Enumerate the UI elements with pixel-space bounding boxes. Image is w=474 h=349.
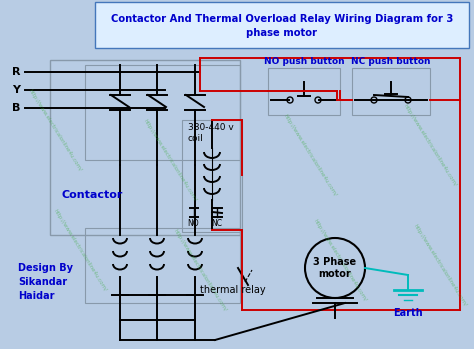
Text: Contactor And Thermal Overload Relay Wiring Diagram for 3
phase motor: Contactor And Thermal Overload Relay Wir… bbox=[111, 14, 453, 38]
Bar bbox=[50, 60, 240, 235]
Text: Y: Y bbox=[12, 85, 20, 95]
Text: NC push button: NC push button bbox=[351, 58, 431, 67]
Text: NO: NO bbox=[187, 218, 199, 228]
Bar bbox=[352, 68, 430, 115]
Text: http://www.electricalonline4u.com/: http://www.electricalonline4u.com/ bbox=[53, 208, 108, 292]
Text: http://www.electricalonline4u.com/: http://www.electricalonline4u.com/ bbox=[402, 103, 457, 187]
Bar bbox=[85, 65, 240, 160]
Text: http://www.electricalonline4u.com/: http://www.electricalonline4u.com/ bbox=[283, 113, 337, 197]
Text: 380-440 v
coil: 380-440 v coil bbox=[188, 123, 234, 143]
Text: R: R bbox=[12, 67, 20, 77]
Bar bbox=[95, 2, 469, 48]
Text: http://www.electricalonline4u.com/: http://www.electricalonline4u.com/ bbox=[173, 228, 228, 312]
Text: 3 Phase
motor: 3 Phase motor bbox=[313, 257, 356, 279]
Text: http://www.electricalonline4u.com/: http://www.electricalonline4u.com/ bbox=[27, 88, 82, 172]
Text: B: B bbox=[12, 103, 20, 113]
Text: NC: NC bbox=[211, 218, 222, 228]
Text: Contactor: Contactor bbox=[62, 190, 123, 200]
Text: Design By
Sikandar
Haidar: Design By Sikandar Haidar bbox=[18, 263, 73, 301]
Bar bbox=[182, 120, 242, 232]
Text: thermal relay: thermal relay bbox=[200, 285, 265, 295]
Text: NO push button: NO push button bbox=[264, 58, 344, 67]
Text: http://www.electricalonline4u.com/: http://www.electricalonline4u.com/ bbox=[312, 218, 367, 302]
Text: http://www.electricalonline4u.com/: http://www.electricalonline4u.com/ bbox=[412, 223, 467, 307]
Text: http://www.electricalonline4u.com/: http://www.electricalonline4u.com/ bbox=[143, 118, 198, 202]
Text: Earth: Earth bbox=[393, 308, 423, 318]
Bar bbox=[268, 68, 340, 115]
Bar bbox=[85, 228, 240, 303]
